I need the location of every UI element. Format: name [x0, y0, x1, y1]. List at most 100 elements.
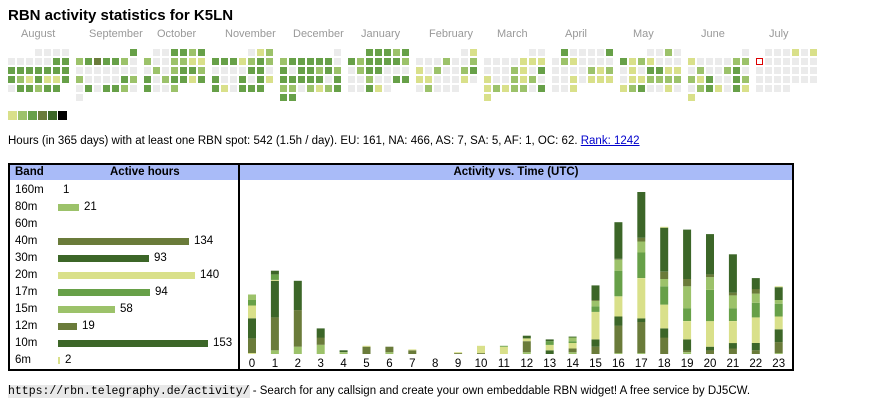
calendar-day — [76, 85, 83, 92]
calendar-day — [257, 85, 264, 92]
calendar-day — [493, 67, 500, 74]
calendar-day — [375, 58, 382, 65]
calendar-day — [502, 58, 509, 65]
calendar-day — [257, 58, 264, 65]
calendar-day — [62, 49, 69, 56]
band-name: 6m — [15, 354, 31, 366]
calendar-day — [393, 49, 400, 56]
calendar-day — [325, 58, 332, 65]
bar-segment-15m-hour-16 — [614, 259, 623, 271]
band-row: 60m — [10, 216, 238, 233]
bar-segment-17m-hour-20 — [706, 290, 714, 322]
calendar-day — [94, 76, 101, 83]
band-hours-bar — [58, 306, 115, 313]
bar-segment-20m-hour-13 — [545, 344, 554, 351]
month-label: April — [565, 28, 588, 40]
calendar-day — [724, 85, 731, 92]
calendar-day — [461, 58, 468, 65]
calendar-day — [239, 58, 246, 65]
calendar-day — [502, 76, 509, 83]
calendar-day — [171, 67, 178, 74]
x-tick-label: 20 — [704, 358, 717, 369]
calendar-day — [425, 85, 432, 92]
calendar-day — [434, 58, 441, 65]
calendar-day — [783, 58, 790, 65]
calendar-day — [588, 58, 595, 65]
calendar-day — [416, 58, 423, 65]
calendar-day — [765, 67, 772, 74]
calendar-day — [715, 85, 722, 92]
bar-segment-17m-hour-21 — [728, 308, 737, 321]
calendar-day — [76, 67, 83, 74]
x-tick-label: 21 — [727, 358, 740, 369]
bar-segment-17m-hour-11 — [499, 345, 508, 347]
calendar-day — [765, 49, 772, 56]
bar-segment-80m-hour-16 — [614, 353, 623, 354]
calendar-day — [280, 76, 287, 83]
calendar-day — [366, 76, 373, 83]
calendar-day — [529, 67, 536, 74]
bar-segment-20m-hour-15 — [591, 311, 600, 340]
calendar-day — [76, 58, 83, 65]
calendar-day — [452, 85, 459, 92]
bar-segment-10m-hour-14 — [568, 336, 577, 338]
calendar-day — [656, 76, 663, 83]
x-tick-label: 18 — [658, 358, 671, 369]
bar-segment-17m-hour-19 — [683, 308, 692, 321]
calendar-day — [298, 76, 305, 83]
bar-segment-30m-hour-19 — [683, 339, 692, 351]
calendar-day — [130, 76, 137, 83]
x-tick-label: 6 — [386, 358, 392, 369]
calendar-day — [484, 94, 491, 101]
calendar-day — [325, 85, 332, 92]
calendar-day — [588, 76, 595, 83]
calendar-day — [538, 76, 545, 83]
calendar-day — [239, 76, 246, 83]
calendar-day — [384, 49, 391, 56]
calendar-day — [289, 58, 296, 65]
bar-segment-30m-hour-21 — [728, 343, 737, 349]
calendar-day — [348, 76, 355, 83]
x-tick-label: 0 — [249, 358, 255, 369]
calendar-day — [35, 85, 42, 92]
band-hours-value: 19 — [82, 320, 95, 332]
calendar-day — [606, 58, 613, 65]
calendar-day — [8, 67, 15, 74]
band-column-header: Band — [15, 166, 44, 178]
calendar-day — [112, 58, 119, 65]
calendar-day — [647, 85, 654, 92]
calendar-day — [629, 76, 636, 83]
calendar-day — [706, 85, 713, 92]
calendar-day — [801, 67, 808, 74]
footer-url[interactable]: https://rbn.telegraphy.de/activity/ — [8, 385, 250, 398]
calendar-day — [520, 76, 527, 83]
legend-swatch — [48, 111, 57, 120]
calendar-day — [239, 85, 246, 92]
calendar-day — [17, 76, 24, 83]
bar-segment-40m-hour-7 — [408, 350, 417, 354]
calendar-day — [502, 85, 509, 92]
calendar-day — [230, 76, 237, 83]
calendar-day — [443, 85, 450, 92]
calendar-day — [588, 67, 595, 74]
band-hours-value: 1 — [63, 184, 70, 196]
bar-segment-30m-hour-18 — [660, 328, 669, 338]
bar-segment-15m-hour-0 — [248, 294, 256, 300]
calendar-day — [665, 58, 672, 65]
calendar-day — [520, 85, 527, 92]
calendar-day — [606, 76, 613, 83]
rank-link[interactable]: Rank: 1242 — [580, 135, 640, 147]
calendar-day — [511, 85, 518, 92]
band-name: 160m — [15, 184, 44, 196]
calendar-day — [529, 76, 536, 83]
calendar-day — [153, 49, 160, 56]
bar-segment-10m-hour-15 — [591, 285, 600, 300]
bar-segment-10m-hour-19 — [683, 229, 692, 279]
bar-segment-6m-hour-23 — [774, 286, 783, 288]
calendar-day — [461, 49, 468, 56]
legend-swatch — [58, 111, 67, 120]
calendar-day — [688, 67, 695, 74]
bar-segment-20m-hour-10 — [477, 345, 485, 354]
calendar-day — [85, 67, 92, 74]
bar-segment-15m-hour-18 — [660, 279, 669, 287]
